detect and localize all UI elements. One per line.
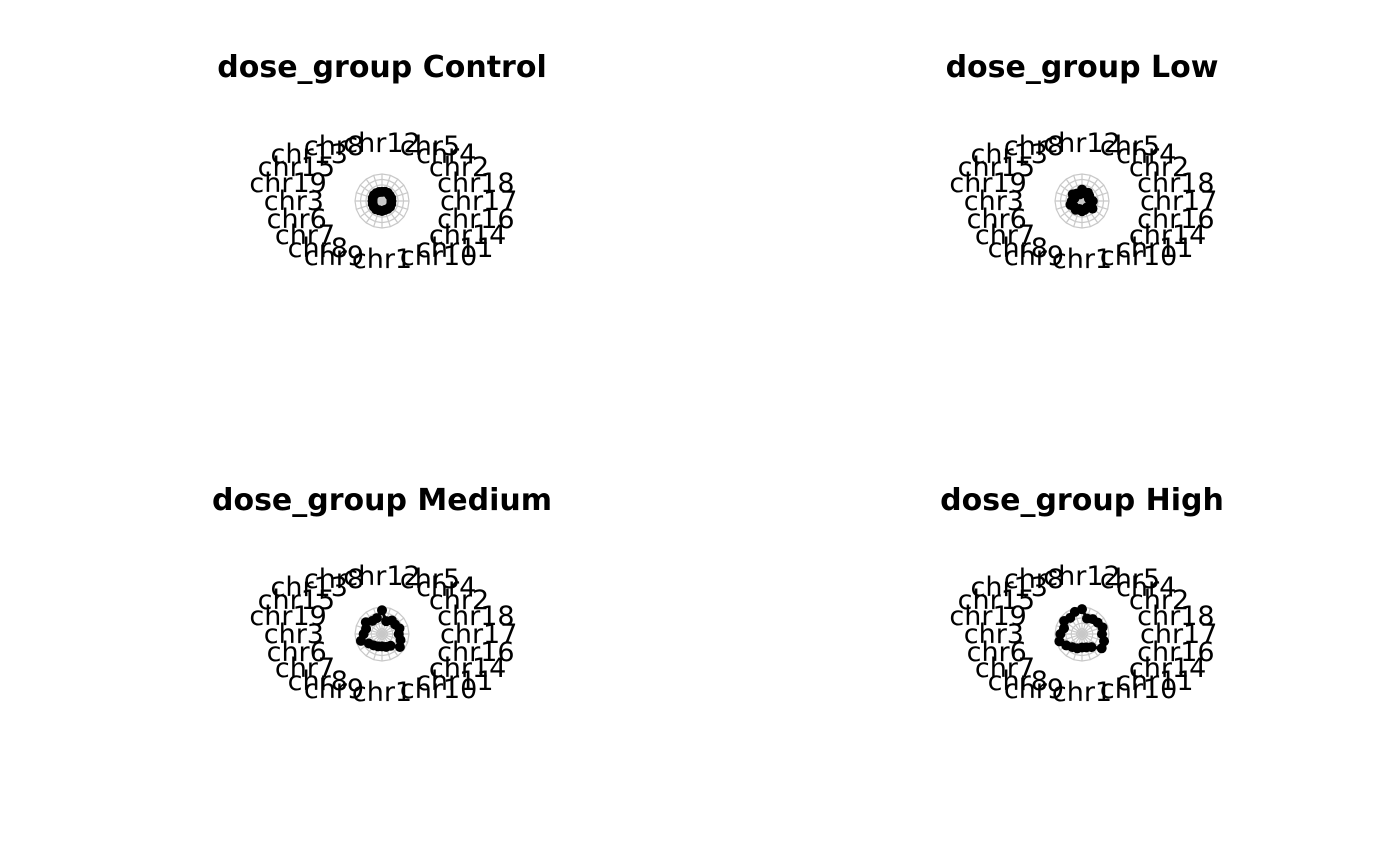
category-label: chr1 — [352, 677, 412, 708]
category-label: chr7 — [975, 653, 1035, 684]
category-label: chr10 — [1100, 674, 1177, 705]
category-label: chr15 — [258, 585, 335, 616]
category-label: chr6 — [967, 637, 1027, 668]
category-label: chr2 — [429, 152, 489, 183]
category-label: chr12 — [1043, 128, 1120, 159]
category-label: chr12 — [343, 561, 420, 592]
category-label: chr14 — [1129, 220, 1206, 251]
category-label: chr19 — [249, 601, 326, 632]
category-label: chr11 — [1116, 233, 1193, 264]
category-label: chr16 — [437, 637, 514, 668]
data-point — [371, 613, 382, 624]
category-label: chr9 — [304, 674, 364, 705]
radar-panel-low: dose_group Low chr12chr5chr4chr2chr18chr… — [946, 50, 1219, 275]
category-label: chr16 — [1137, 637, 1214, 668]
category-label: chr17 — [1140, 619, 1217, 650]
category-label: chr9 — [1004, 241, 1064, 272]
data-point — [363, 638, 374, 649]
category-label: chr6 — [267, 637, 327, 668]
category-label: chr9 — [304, 241, 364, 272]
category-label: chr16 — [1137, 204, 1214, 235]
category-label: chr14 — [1129, 653, 1206, 684]
category-label: chr19 — [949, 601, 1026, 632]
category-label: chr2 — [429, 585, 489, 616]
category-label: chr2 — [1129, 152, 1189, 183]
category-label: chr4 — [1116, 139, 1176, 170]
category-label: chr7 — [275, 653, 335, 684]
data-point — [377, 605, 387, 616]
category-label: chr8 — [304, 564, 364, 595]
category-label: chr4 — [416, 572, 476, 603]
category-label: chr5 — [1100, 131, 1160, 162]
panel-title: dose_group Low — [946, 50, 1219, 85]
category-label: chr10 — [1100, 241, 1177, 272]
category-label: chr9 — [1004, 674, 1064, 705]
category-label: chr18 — [1137, 601, 1214, 632]
radar-panel-control: dose_group Control chr12chr5chr4chr2chr1… — [217, 50, 546, 275]
data-point — [1069, 606, 1080, 617]
category-label: chr8 — [1004, 131, 1064, 162]
radar-panel-high: dose_group High chr12chr5chr4chr2chr18ch… — [940, 483, 1224, 708]
category-label: chr8 — [988, 233, 1048, 264]
category-label: chr2 — [1129, 585, 1189, 616]
category-label: chr12 — [1043, 561, 1120, 592]
category-label: chr10 — [400, 674, 477, 705]
category-label: chr6 — [267, 204, 327, 235]
category-label: chr8 — [1004, 564, 1064, 595]
category-label: chr17 — [440, 186, 517, 217]
category-label: chr17 — [440, 619, 517, 650]
category-label: chr8 — [304, 131, 364, 162]
radar-panel-medium: dose_group Medium chr12chr5chr4chr2chr18… — [212, 483, 552, 708]
panel-title: dose_group Medium — [212, 483, 552, 518]
category-label: chr5 — [400, 564, 460, 595]
category-label: chr1 — [1052, 244, 1112, 275]
data-point — [1054, 636, 1065, 647]
category-label: chr13 — [970, 139, 1047, 170]
data-point — [1059, 623, 1070, 634]
panel-title: dose_group Control — [217, 50, 546, 85]
data-point — [1096, 643, 1107, 654]
data-point — [1074, 189, 1085, 200]
category-label: chr6 — [967, 204, 1027, 235]
category-label: chr15 — [958, 152, 1035, 183]
category-label: chr8 — [288, 233, 348, 264]
category-label: chr5 — [1100, 564, 1160, 595]
category-label: chr3 — [964, 186, 1024, 217]
category-label: chr10 — [400, 241, 477, 272]
category-label: chr19 — [249, 168, 326, 199]
category-label: chr15 — [258, 152, 335, 183]
category-label: chr5 — [400, 131, 460, 162]
category-label: chr3 — [964, 619, 1024, 650]
category-label: chr17 — [1140, 186, 1217, 217]
category-label: chr7 — [275, 220, 335, 251]
category-label: chr3 — [264, 619, 324, 650]
data-point — [374, 187, 385, 198]
category-label: chr13 — [270, 572, 347, 603]
category-label: chr12 — [343, 128, 420, 159]
category-label: chr1 — [352, 244, 412, 275]
category-label: chr13 — [270, 139, 347, 170]
category-label: chr8 — [988, 666, 1048, 697]
data-point — [394, 642, 405, 653]
category-label: chr18 — [1137, 168, 1214, 199]
category-label: chr4 — [1116, 572, 1176, 603]
category-label: chr14 — [429, 653, 506, 684]
category-label: chr16 — [437, 204, 514, 235]
category-label: chr8 — [288, 666, 348, 697]
category-label: chr18 — [437, 601, 514, 632]
category-label: chr19 — [949, 168, 1026, 199]
panel-title: dose_group High — [940, 483, 1224, 518]
category-label: chr3 — [264, 186, 324, 217]
category-label: chr14 — [429, 220, 506, 251]
category-label: chr18 — [437, 168, 514, 199]
category-label: chr13 — [970, 572, 1047, 603]
category-label: chr1 — [1052, 677, 1112, 708]
category-label: chr11 — [416, 233, 493, 264]
category-label: chr15 — [958, 585, 1035, 616]
category-label: chr11 — [416, 666, 493, 697]
category-label: chr7 — [975, 220, 1035, 251]
category-label: chr11 — [1116, 666, 1193, 697]
category-label: chr4 — [416, 139, 476, 170]
